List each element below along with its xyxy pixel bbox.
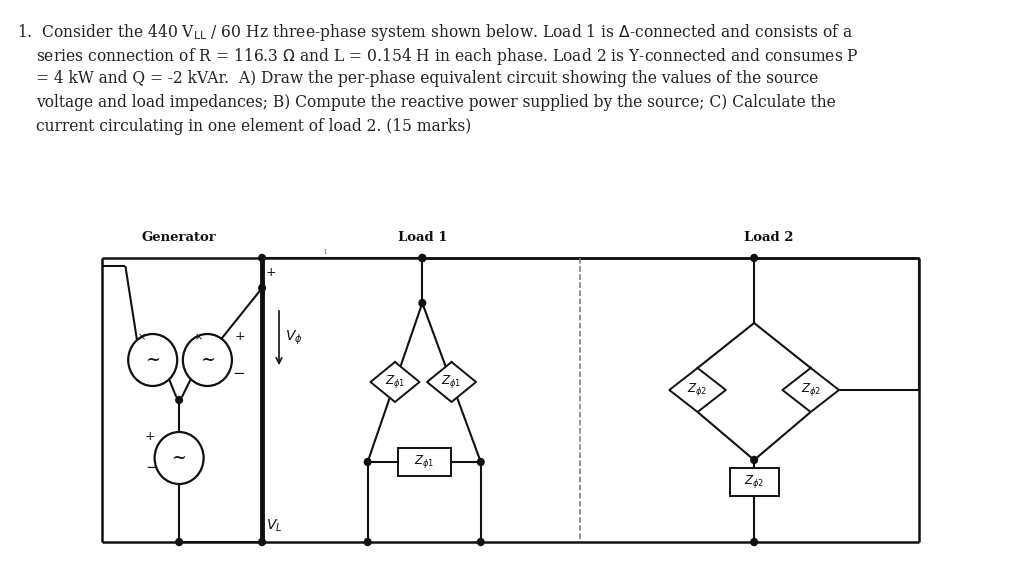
Text: +: + [144,430,155,443]
Text: −: − [145,460,158,475]
Text: series connection of R = 116.3 $\Omega$ and L = 0.154 H in each phase. Load 2 is: series connection of R = 116.3 $\Omega$ … [36,46,859,67]
Polygon shape [782,368,839,412]
Text: ×: × [195,332,203,342]
Text: $V_\phi$: $V_\phi$ [285,329,302,347]
Circle shape [477,538,484,545]
Text: Load 2: Load 2 [743,231,793,244]
Text: Generator: Generator [141,231,216,244]
Text: current circulating in one element of load 2. (15 marks): current circulating in one element of lo… [36,118,471,135]
Text: voltage and load impedances; B) Compute the reactive power supplied by the sourc: voltage and load impedances; B) Compute … [36,94,836,111]
Circle shape [365,538,371,545]
Text: $Z_{\phi 2}$: $Z_{\phi 2}$ [801,382,821,398]
Polygon shape [371,362,420,402]
Circle shape [176,397,182,404]
Text: ı: ı [324,247,327,255]
Text: ×: × [137,332,145,342]
Text: $Z_{\phi 1}$: $Z_{\phi 1}$ [441,373,462,390]
Text: Load 1: Load 1 [397,231,447,244]
Text: +: + [234,330,246,343]
Text: $Z_{\phi 1}$: $Z_{\phi 1}$ [385,373,406,390]
Bar [730,468,778,496]
Text: −: − [232,366,246,381]
Circle shape [751,255,758,262]
Text: $Z_{\phi 2}$: $Z_{\phi 2}$ [687,382,708,398]
Text: 1.  Consider the 440 V$_{\rm LL}$ / 60 Hz three-phase system shown below. Load 1: 1. Consider the 440 V$_{\rm LL}$ / 60 Hz… [17,22,853,43]
Polygon shape [427,362,476,402]
Circle shape [128,334,177,386]
Circle shape [259,284,265,291]
Circle shape [259,538,265,545]
Text: +: + [266,266,276,279]
Circle shape [365,459,371,466]
Text: $V_L$: $V_L$ [266,518,283,534]
Bar [397,448,451,476]
Circle shape [259,255,265,262]
Circle shape [419,299,426,306]
Circle shape [176,538,182,545]
Circle shape [419,255,426,262]
Text: $Z_{\phi 1}$: $Z_{\phi 1}$ [414,453,434,471]
Circle shape [477,459,484,466]
Text: = 4 kW and Q = -2 kVAr.  A) Draw the per-phase equivalent circuit showing the va: = 4 kW and Q = -2 kVAr. A) Draw the per-… [36,70,818,87]
Text: ~: ~ [172,449,186,467]
Text: ~: ~ [145,351,160,369]
Circle shape [419,255,426,262]
Circle shape [751,456,758,464]
Text: $Z_{\phi 2}$: $Z_{\phi 2}$ [744,474,764,490]
Polygon shape [670,368,726,412]
Circle shape [183,334,231,386]
Text: ~: ~ [200,351,215,369]
Circle shape [155,432,204,484]
Circle shape [751,538,758,545]
